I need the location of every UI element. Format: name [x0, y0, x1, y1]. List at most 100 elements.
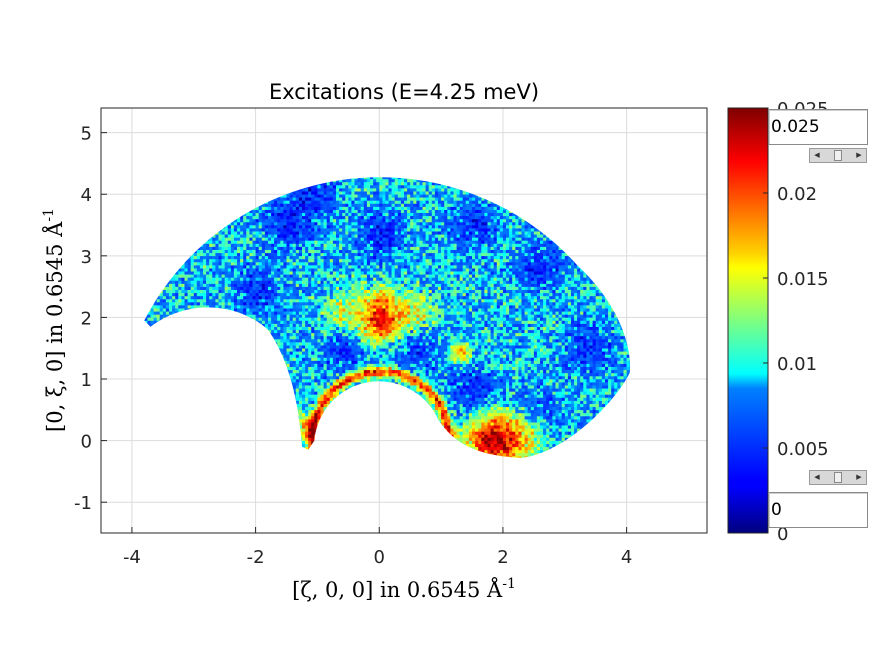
heatmap-cell [175, 289, 179, 294]
heatmap-cell [246, 271, 250, 275]
heatmap-cell [230, 295, 235, 300]
heatmap-cell [271, 200, 275, 204]
heatmap-cell [311, 394, 315, 398]
heatmap-cell [271, 218, 275, 223]
heatmap-cell [286, 215, 290, 220]
heatmap-cell [224, 231, 229, 235]
heatmap-cell [268, 326, 272, 331]
heatmap-cell [206, 255, 210, 260]
heatmap-cell [329, 280, 334, 284]
heatmap-cell [156, 305, 161, 309]
heatmap-cell [196, 268, 201, 272]
heatmap-cell [283, 329, 287, 334]
heatmap-cell [326, 262, 331, 266]
heatmap-cell [308, 375, 312, 380]
heatmap-cell [175, 283, 179, 287]
heatmap-cell [240, 305, 244, 309]
heatmap-cell [199, 298, 204, 303]
heatmap-cell [209, 283, 213, 287]
heatmap-cell [280, 240, 284, 244]
heatmap-cell [261, 292, 266, 297]
heatmap-cell [295, 255, 300, 260]
heatmap-cell [268, 283, 272, 287]
heatmap-cell [264, 305, 269, 309]
heatmap-cell [193, 265, 198, 269]
heatmap-cell [311, 295, 315, 300]
heatmap-cell [326, 277, 331, 281]
heatmap-cell [255, 292, 259, 297]
heatmap-cell [320, 409, 324, 414]
heatmap-cell [317, 225, 321, 229]
heatmap-cell [289, 375, 293, 380]
heatmap-cell [308, 197, 312, 201]
heatmap-cell [264, 280, 269, 284]
heatmap-cell [314, 329, 318, 334]
heatmap-cell [255, 231, 259, 235]
heatmap-cell [237, 231, 241, 235]
heatmap-cell [323, 225, 327, 229]
heatmap-cell [233, 280, 238, 284]
heatmap-cell [329, 295, 334, 300]
heatmap-cell [268, 206, 272, 210]
heatmap-cell [295, 271, 300, 275]
heatmap-cell [320, 188, 324, 192]
heatmap-cell [286, 351, 290, 355]
heatmap-cell [243, 240, 247, 244]
heatmap-cell [246, 215, 250, 220]
heatmap-cell [277, 206, 281, 210]
heatmap-cell [314, 274, 318, 278]
heatmap-cell [268, 221, 272, 226]
heatmap-cell [305, 326, 309, 331]
heatmap-cell [230, 255, 235, 260]
heatmap-cell [227, 243, 232, 247]
heatmap-cell [289, 314, 293, 318]
heatmap-cell [249, 311, 253, 315]
heatmap-cell [261, 255, 266, 260]
heatmap-cell [314, 335, 318, 340]
heatmap-cell [329, 231, 334, 235]
heatmap-cell [162, 311, 167, 315]
heatmap-cell [302, 366, 306, 371]
heatmap-cell [283, 218, 287, 223]
heatmap-cell [298, 397, 303, 401]
heatmap-cell [308, 289, 312, 294]
heatmap-cell [305, 385, 309, 389]
heatmap-cell [271, 249, 275, 254]
heatmap-cell [302, 286, 306, 290]
heatmap-cell [240, 246, 244, 250]
heatmap-cell [302, 298, 306, 303]
heatmap-cell [320, 234, 324, 238]
heatmap-cell [311, 225, 315, 229]
heatmap-cell [268, 262, 272, 266]
heatmap-cell [209, 265, 213, 269]
heatmap-cell [203, 274, 207, 278]
heatmap-cell [329, 360, 334, 364]
heatmap-cell [190, 302, 195, 306]
heatmap-cell [221, 255, 225, 260]
heatmap-cell [295, 394, 300, 398]
heatmap-cell [308, 348, 312, 352]
heatmap-cell [323, 197, 327, 201]
heatmap-cell [184, 295, 188, 300]
heatmap-cell [302, 271, 306, 275]
heatmap-cell [311, 382, 315, 386]
heatmap-cell [283, 212, 287, 217]
heatmap-cell [314, 221, 318, 226]
heatmap-cell [305, 388, 309, 392]
heatmap-cell [224, 237, 229, 241]
heatmap-cell [317, 363, 321, 367]
heatmap-cell [323, 252, 327, 257]
heatmap-cell [264, 323, 269, 327]
heatmap-cell [308, 354, 312, 358]
heatmap-cell [165, 295, 170, 300]
heatmap-cell [320, 283, 324, 287]
heatmap-cell [258, 231, 263, 235]
heatmap-cell [286, 339, 290, 343]
heatmap-cell [268, 255, 272, 260]
heatmap-cell [302, 200, 306, 204]
heatmap-cell [314, 212, 318, 217]
heatmap-cell [243, 311, 247, 315]
heatmap-cell [203, 246, 207, 250]
heatmap-cell [243, 280, 247, 284]
